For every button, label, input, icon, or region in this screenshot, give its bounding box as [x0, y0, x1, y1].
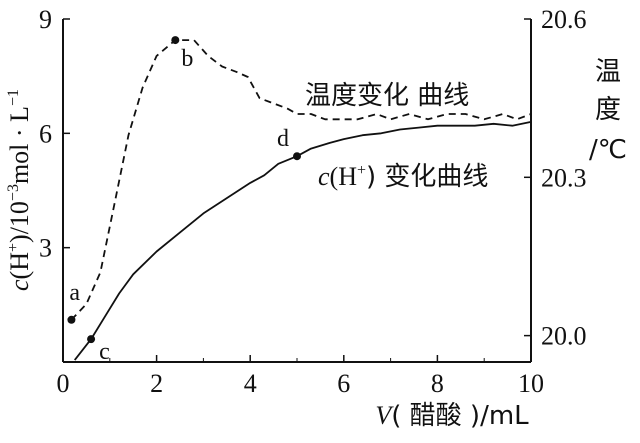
point-c	[87, 335, 96, 344]
temperature-curve	[70, 39, 532, 321]
points-layer: a b c d	[67, 36, 301, 365]
y-right-tick-label: 20.6	[541, 5, 587, 34]
y-right-tick-label: 20.0	[541, 322, 587, 351]
x-tick-label: 10	[518, 369, 544, 398]
x-tick-label: 8	[431, 369, 444, 398]
x-axis-title: V( 醋酸 )/mL	[375, 401, 529, 431]
y-right-axis-title-line3: /℃	[589, 135, 627, 165]
point-label-c: c	[99, 339, 110, 365]
y-left-tick-label: 9	[39, 5, 52, 34]
point-label-a: a	[69, 280, 80, 306]
y-left-tick-label: 3	[39, 234, 52, 263]
x-tick-label: 6	[337, 369, 350, 398]
y-left-tick-label: 6	[39, 119, 52, 148]
point-label-b: b	[181, 46, 193, 72]
point-d	[293, 152, 301, 161]
point-b	[171, 36, 180, 45]
y-right-axis-title-line1: 温	[595, 57, 621, 87]
x-tick-label: 4	[244, 369, 257, 398]
y-left-axis-title: c(H+)/10−3mol · L−1	[5, 89, 34, 291]
y-right-tick-label: 20.3	[541, 163, 587, 192]
series-layer	[70, 39, 532, 361]
x-tick-label: 2	[150, 369, 163, 398]
y-right-axis-title-line2: 度	[595, 95, 621, 125]
ch-curve-annotation: c(H+) 变化曲线	[318, 162, 488, 192]
x-tick-label: 0	[57, 369, 70, 398]
point-a	[67, 315, 76, 324]
point-label-d: d	[277, 126, 289, 152]
h-ion-concentration-curve	[73, 121, 532, 361]
temp-curve-annotation: 温度变化 曲线	[305, 81, 469, 111]
ticks-layer: 0 2 4 6 8 10 3 6 9 20.0 20.3 20.6	[39, 5, 587, 398]
